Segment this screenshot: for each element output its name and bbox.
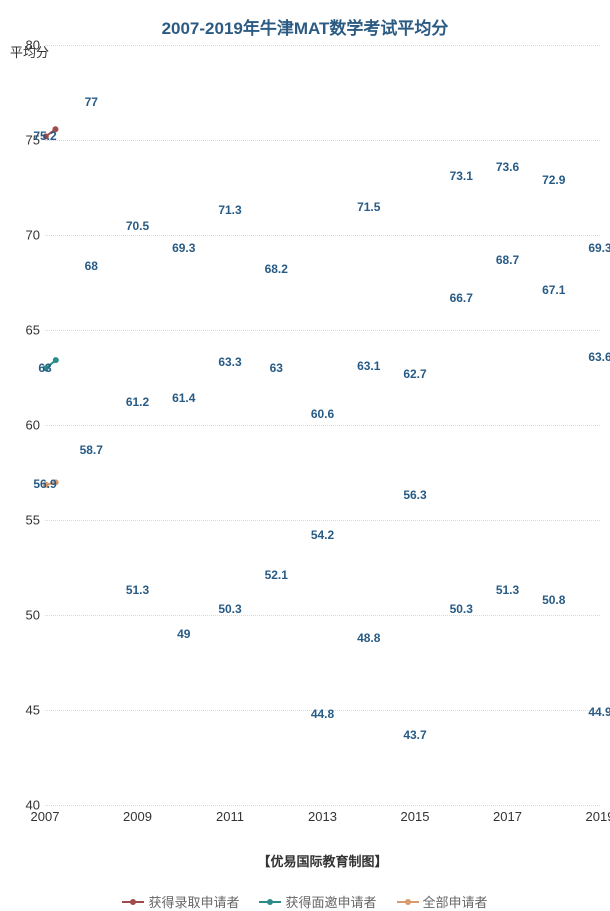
data-label: 63.3 xyxy=(218,355,241,369)
x-axis-label: 【优易国际教育制图】 xyxy=(45,851,600,870)
data-label: 52.1 xyxy=(265,568,288,582)
data-label: 49 xyxy=(177,627,190,641)
x-tick-label: 2019 xyxy=(586,809,610,824)
data-label: 51.3 xyxy=(496,583,519,597)
data-label: 73.6 xyxy=(496,160,519,174)
y-tick-label: 80 xyxy=(10,38,40,53)
grid-line xyxy=(45,425,600,426)
grid-line xyxy=(45,140,600,141)
data-label: 68 xyxy=(85,259,98,273)
legend-item: 获得录取申请者 xyxy=(122,892,239,911)
data-label: 63.6 xyxy=(588,350,610,364)
data-label: 56.9 xyxy=(33,477,56,491)
legend-label: 获得录取申请者 xyxy=(148,895,239,910)
grid-line xyxy=(45,235,600,236)
data-label: 51.3 xyxy=(126,583,149,597)
chart-area: 40455055606570758075.27770.569.371.368.2… xyxy=(45,45,600,870)
data-label: 70.5 xyxy=(126,219,149,233)
x-tick-label: 2009 xyxy=(123,809,152,824)
data-label: 68.7 xyxy=(496,253,519,267)
data-label: 58.7 xyxy=(80,443,103,457)
x-tick-label: 2017 xyxy=(493,809,522,824)
data-label: 63.1 xyxy=(357,359,380,373)
data-label: 66.7 xyxy=(450,291,473,305)
data-label: 68.2 xyxy=(265,262,288,276)
data-label: 63 xyxy=(270,361,283,375)
x-tick-label: 2015 xyxy=(401,809,430,824)
legend: 获得录取申请者 获得面邀申请者 全部申请者 xyxy=(0,892,610,911)
data-label: 62.7 xyxy=(403,367,426,381)
grid-line xyxy=(45,615,600,616)
y-tick-label: 45 xyxy=(10,703,40,718)
data-label: 61.2 xyxy=(126,395,149,409)
grid-line xyxy=(45,520,600,521)
legend-item: 全部申请者 xyxy=(397,892,488,911)
legend-label: 获得面邀申请者 xyxy=(285,895,376,910)
data-label: 60.6 xyxy=(311,407,334,421)
legend-swatch xyxy=(122,901,144,903)
data-label: 48.8 xyxy=(357,631,380,645)
legend-swatch xyxy=(259,901,281,903)
data-label: 50.3 xyxy=(450,602,473,616)
data-label: 61.4 xyxy=(172,391,195,405)
data-label: 71.3 xyxy=(218,203,241,217)
y-tick-label: 70 xyxy=(10,228,40,243)
data-label: 72.9 xyxy=(542,173,565,187)
x-tick-label: 2013 xyxy=(308,809,337,824)
data-label: 77 xyxy=(85,95,98,109)
data-label: 63 xyxy=(38,361,51,375)
x-tick-label: 2007 xyxy=(31,809,60,824)
y-tick-label: 60 xyxy=(10,418,40,433)
y-tick-label: 55 xyxy=(10,513,40,528)
data-label: 44.8 xyxy=(311,707,334,721)
grid-line xyxy=(45,45,600,46)
legend-swatch xyxy=(397,901,419,903)
data-label: 50.3 xyxy=(218,602,241,616)
plot-area: 40455055606570758075.27770.569.371.368.2… xyxy=(45,45,600,805)
x-ticks: 2007200920112013201520172019 xyxy=(45,805,600,825)
data-label: 43.7 xyxy=(403,728,426,742)
data-label: 44.9 xyxy=(588,705,610,719)
data-label: 50.8 xyxy=(542,593,565,607)
y-tick-label: 50 xyxy=(10,608,40,623)
y-tick-label: 65 xyxy=(10,323,40,338)
data-label: 67.1 xyxy=(542,283,565,297)
legend-item: 获得面邀申请者 xyxy=(259,892,376,911)
data-label: 69.3 xyxy=(172,241,195,255)
legend-label: 全部申请者 xyxy=(423,895,488,910)
chart-title: 2007-2019年牛津MAT数学考试平均分 xyxy=(0,0,610,45)
data-label: 69.3 xyxy=(588,241,610,255)
x-tick-label: 2011 xyxy=(216,809,244,824)
data-label: 73.1 xyxy=(450,169,473,183)
grid-line xyxy=(45,330,600,331)
data-label: 71.5 xyxy=(357,200,380,214)
data-label: 75.2 xyxy=(33,129,56,143)
data-label: 54.2 xyxy=(311,528,334,542)
data-label: 56.3 xyxy=(403,488,426,502)
